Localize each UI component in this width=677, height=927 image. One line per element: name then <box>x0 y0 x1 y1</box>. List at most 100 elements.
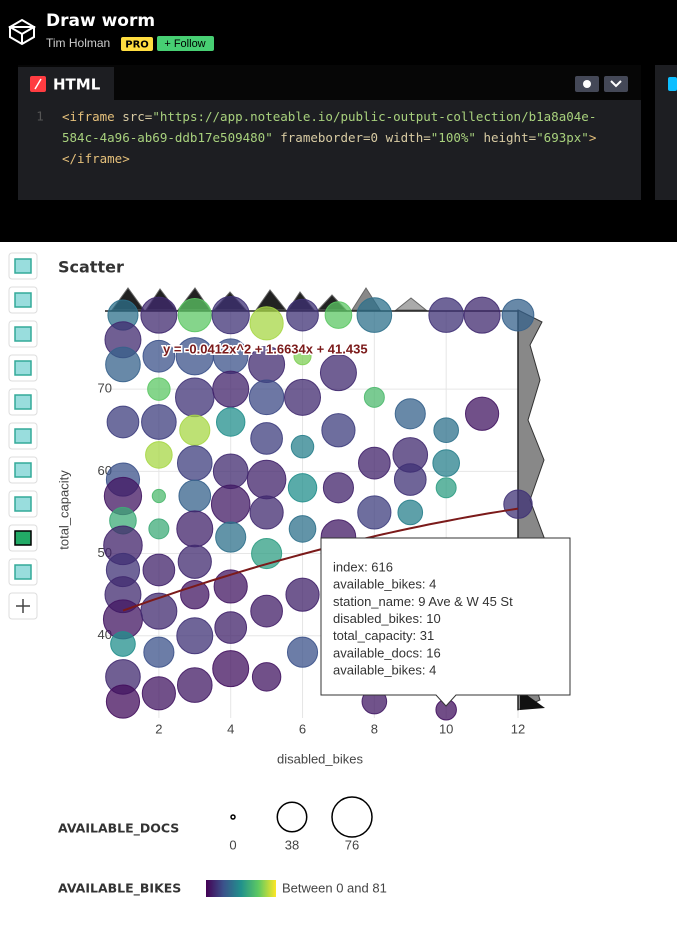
point <box>432 449 460 477</box>
point <box>140 296 178 334</box>
tooltip-line: available_docs: 16 <box>333 645 441 660</box>
point <box>290 434 315 459</box>
point <box>503 489 533 519</box>
side-panel <box>655 65 677 200</box>
point <box>363 386 385 408</box>
point <box>463 296 501 334</box>
tooltip-line: disabled_bikes: 10 <box>333 611 441 626</box>
x-tick-label: 2 <box>155 721 162 736</box>
size-legend-title: AVAILABLE_DOCS <box>58 821 179 837</box>
point <box>322 472 354 504</box>
point <box>288 515 317 543</box>
line-number: 1 <box>36 109 44 124</box>
point <box>148 518 170 540</box>
point <box>397 499 424 526</box>
toolbar-icon <box>14 428 32 444</box>
toolbar-icon <box>14 258 32 274</box>
code-token: "693px" <box>536 130 589 145</box>
size-legend-label: 0 <box>229 837 236 852</box>
point <box>210 484 251 524</box>
point <box>176 510 214 548</box>
point <box>110 631 136 657</box>
point <box>248 379 285 416</box>
point <box>175 377 215 418</box>
tooltip-line: total_capacity: 31 <box>333 628 434 643</box>
code-token: src= <box>115 109 153 124</box>
trendline-label: y = -0.0412x^2 + 1.6634x + 41.435 <box>163 341 368 356</box>
point <box>178 479 212 513</box>
point <box>176 667 213 703</box>
point <box>106 405 140 439</box>
point <box>356 297 393 333</box>
point <box>179 414 211 446</box>
point <box>215 407 246 437</box>
x-tick-label: 10 <box>439 721 453 736</box>
chevron-icon <box>610 80 622 88</box>
follow-button[interactable] <box>157 36 214 51</box>
pro-label: PRO <box>125 40 149 51</box>
point <box>212 453 249 490</box>
side-icon <box>668 77 677 91</box>
point <box>147 377 171 401</box>
follow-label[interactable]: + Follow <box>164 38 205 50</box>
html-icon-slash <box>34 78 42 90</box>
chart-title: Scatter <box>58 258 124 277</box>
tooltip-line: available_bikes: 4 <box>333 577 436 592</box>
toolbar-icon <box>14 292 32 308</box>
point <box>251 662 282 692</box>
point <box>105 684 141 719</box>
size-legend-circle <box>230 814 236 820</box>
point <box>214 611 248 644</box>
point <box>357 495 392 530</box>
point <box>285 577 320 612</box>
y-tick-label: 70 <box>98 381 112 396</box>
x-tick-label: 8 <box>371 721 378 736</box>
toolbar-icon <box>14 394 32 410</box>
author[interactable]: Tim Holman <box>46 36 110 50</box>
point <box>180 579 210 610</box>
point <box>293 347 312 366</box>
code-token: > <box>589 130 597 145</box>
x-tick-label: 6 <box>299 721 306 736</box>
color-legend-title: AVAILABLE_BIKES <box>58 881 181 897</box>
tooltip-box <box>320 537 571 707</box>
point <box>324 301 353 329</box>
color-legend-label: Between 0 and 81 <box>282 880 387 895</box>
x-tick-label: 4 <box>227 721 234 736</box>
size-legend: 0 38 76 <box>229 796 373 852</box>
tab-label[interactable]: HTML <box>53 76 101 94</box>
point <box>211 295 250 335</box>
point <box>177 298 212 333</box>
point <box>141 404 177 440</box>
toolbar-icon <box>14 360 32 376</box>
point <box>141 676 176 711</box>
pro-badge <box>121 37 153 51</box>
toolbar-icon <box>14 564 32 580</box>
size-legend-label: 76 <box>345 837 359 852</box>
tooltip-line: available_bikes: 4 <box>333 663 436 678</box>
point <box>176 617 214 655</box>
point <box>177 544 212 579</box>
code-token: height= <box>476 130 536 145</box>
color-legend-bar <box>206 880 276 897</box>
pen-title: Draw worm <box>46 11 155 31</box>
point <box>501 298 535 332</box>
size-legend-label: 38 <box>285 837 299 852</box>
collapse-button[interactable] <box>604 76 628 92</box>
code-token: "100%" <box>431 130 476 145</box>
point <box>249 306 284 341</box>
toolbar-icon <box>14 462 32 478</box>
point <box>215 521 247 553</box>
point <box>319 354 357 392</box>
toolbar <box>8 252 38 620</box>
point <box>250 594 283 628</box>
point <box>176 445 213 481</box>
x-tick-label: 12 <box>511 721 525 736</box>
toolbar-icon <box>14 496 32 512</box>
code-token: frameborder=0 width= <box>273 130 431 145</box>
point <box>212 650 250 688</box>
point <box>105 346 141 383</box>
size-legend-circle <box>276 801 308 833</box>
tooltip-line: index: 616 <box>333 559 393 574</box>
y-axis-label: total_capacity <box>56 470 71 550</box>
